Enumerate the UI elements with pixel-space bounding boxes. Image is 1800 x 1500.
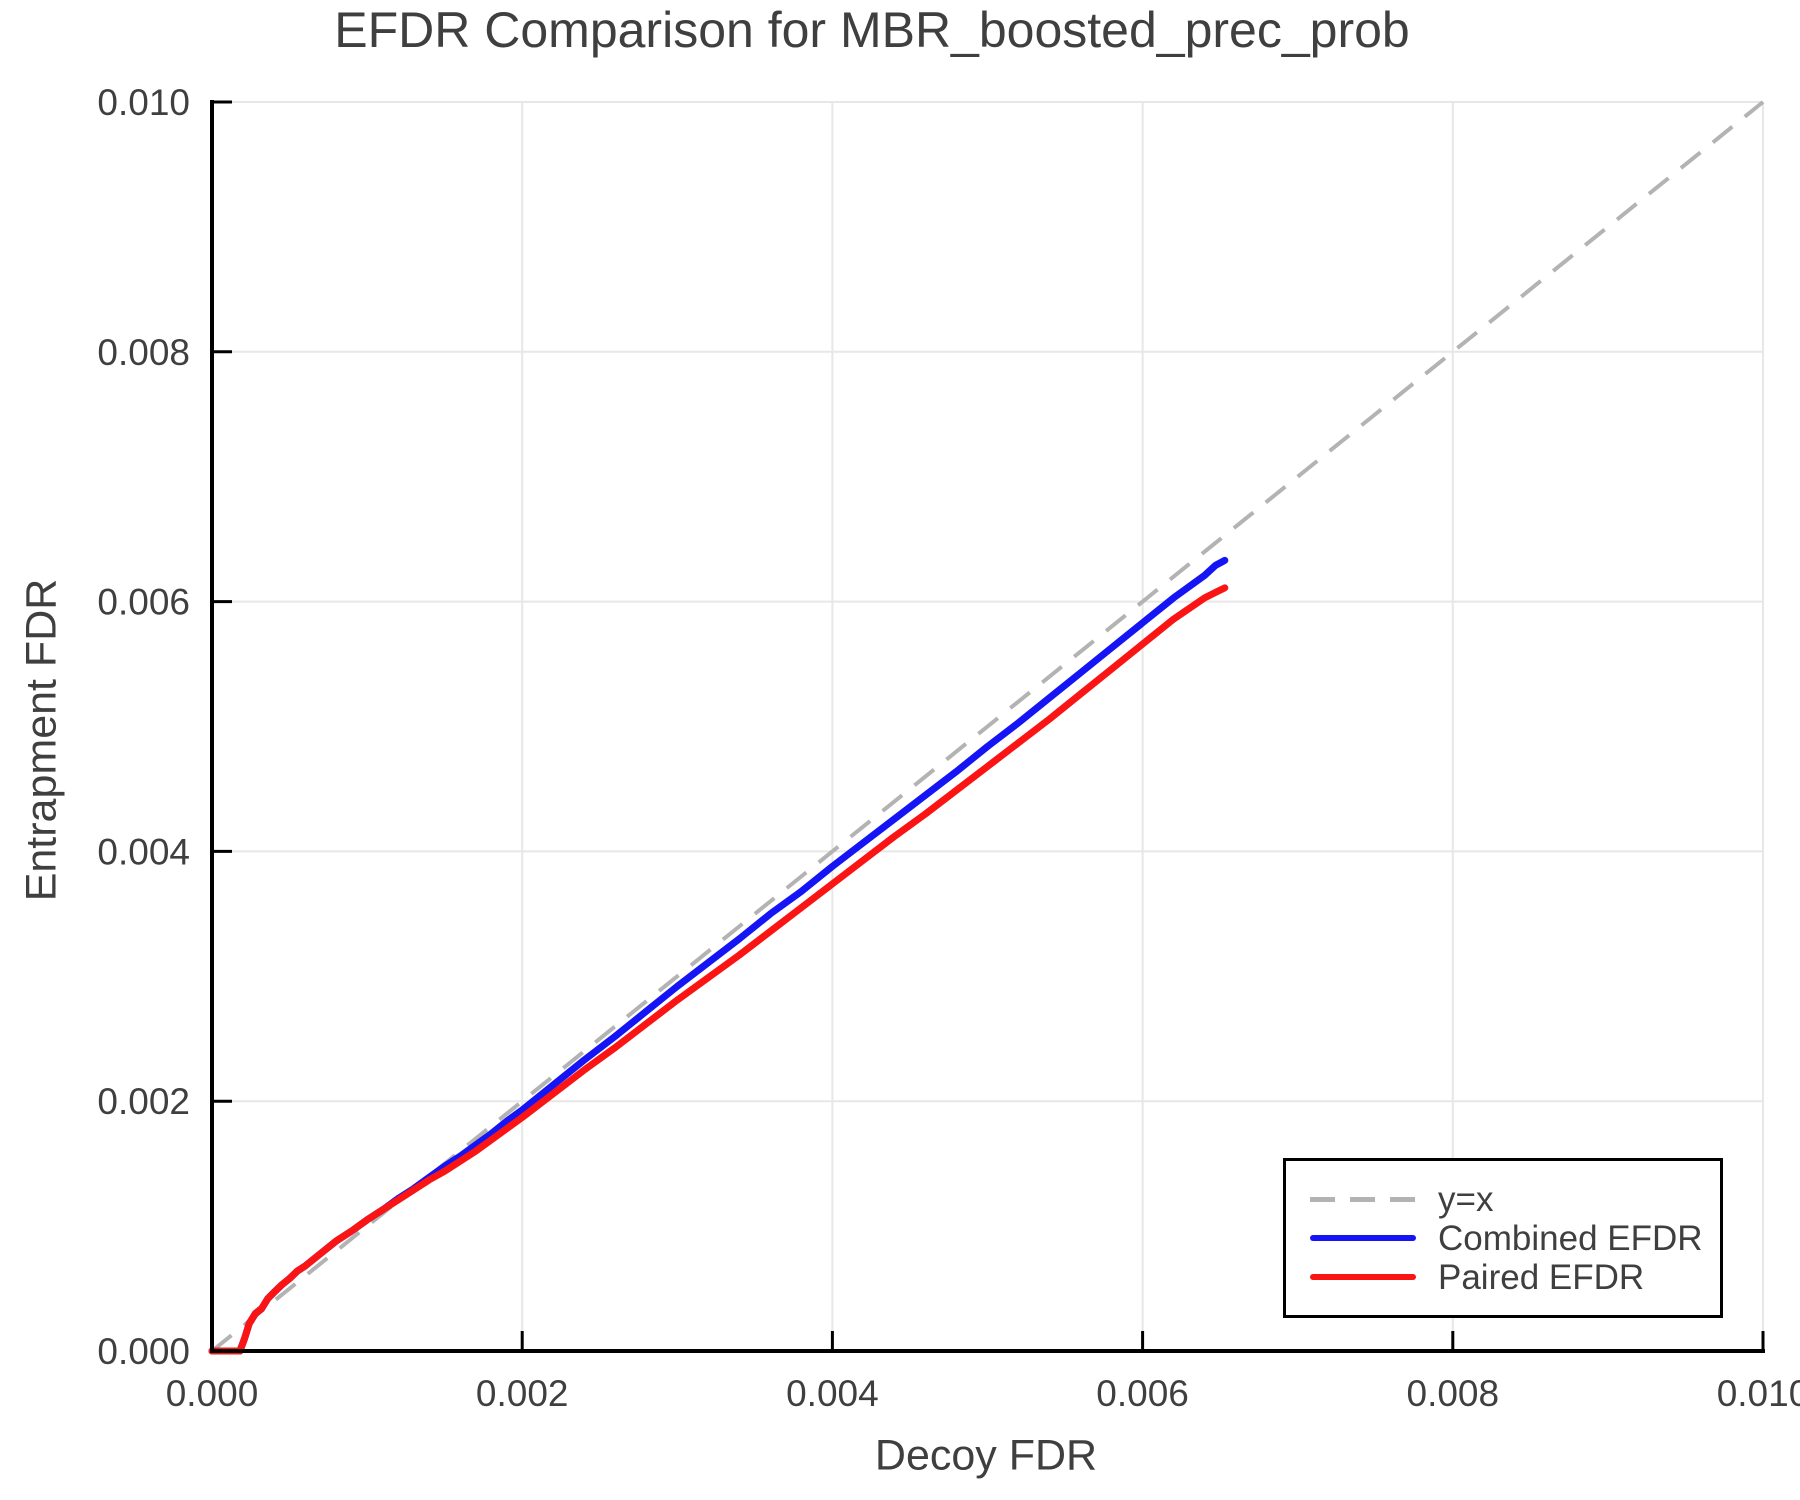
x-tick-label: 0.008 [1407, 1373, 1500, 1414]
x-axis-label: Decoy FDR [874, 1431, 1098, 1480]
legend-dashed-line-icon [1310, 1196, 1416, 1202]
legend-line-icon [1310, 1235, 1416, 1241]
legend-item-2: Paired EFDR [1310, 1258, 1720, 1297]
y-tick-label: 0.006 [97, 582, 190, 623]
x-tick-label: 0.000 [166, 1373, 259, 1414]
y-tick-label: 0.004 [97, 831, 190, 872]
y-tick-label: 0.000 [97, 1331, 190, 1372]
x-tick-label: 0.006 [1096, 1373, 1189, 1414]
legend-item-1: Combined EFDR [1310, 1219, 1720, 1258]
paired-efdr-line [208, 584, 1229, 1355]
legend-label: Combined EFDR [1438, 1218, 1703, 1258]
y-tick-label: 0.008 [97, 332, 190, 373]
combined-efdr-line [208, 556, 1229, 1355]
legend-item-0: y=x [1310, 1180, 1720, 1219]
y-axis-label: Entrapment FDR [17, 578, 66, 902]
x-tick-label: 0.004 [786, 1373, 879, 1414]
legend-line-icon [1310, 1274, 1416, 1280]
y-tick-label: 0.010 [97, 82, 190, 123]
x-tick-label: 0.002 [476, 1373, 569, 1414]
x-tick-label: 0.010 [1717, 1373, 1800, 1414]
identity-line [210, 100, 1765, 1353]
chart-title: EFDR Comparison for MBR_boosted_prec_pro… [334, 2, 1410, 58]
legend-label: y=x [1438, 1179, 1494, 1219]
legend-label: Paired EFDR [1438, 1257, 1645, 1297]
y-tick-label: 0.002 [97, 1081, 190, 1122]
legend: y=x Combined EFDR Paired EFDR [1283, 1158, 1723, 1318]
